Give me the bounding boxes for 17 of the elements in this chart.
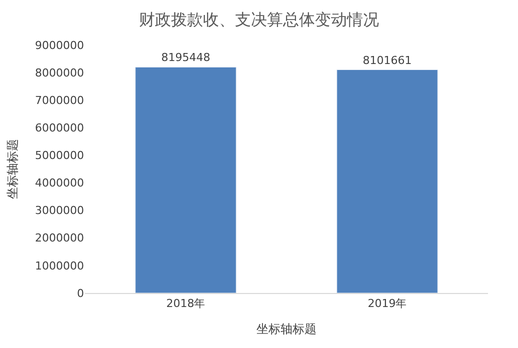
y-tick-label: 5000000 (35, 149, 84, 162)
x-tick-label: 2019年 (368, 297, 407, 310)
y-tick-label: 9000000 (35, 38, 84, 52)
y-tick-label: 4000000 (35, 176, 84, 190)
chart-title: 财政拨款收、支决算总体变动情况 (139, 10, 379, 30)
x-axis-title: 坐标轴标题 (256, 322, 316, 336)
y-tick-label: 6000000 (35, 122, 84, 135)
y-tick-label: 2000000 (35, 232, 84, 245)
data-label: 8101661 (362, 54, 412, 67)
y-axis-title: 坐标轴标题 (5, 139, 20, 199)
y-tick-label: 1000000 (35, 259, 84, 272)
y-tick-label: 3000000 (35, 204, 84, 218)
y-tick-label: 0 (77, 286, 84, 300)
x-tick-label: 2018年 (166, 297, 206, 310)
data-label: 8195448 (161, 51, 210, 64)
y-tick-label: 7000000 (35, 94, 84, 107)
y-tick-label: 8000000 (35, 66, 84, 80)
